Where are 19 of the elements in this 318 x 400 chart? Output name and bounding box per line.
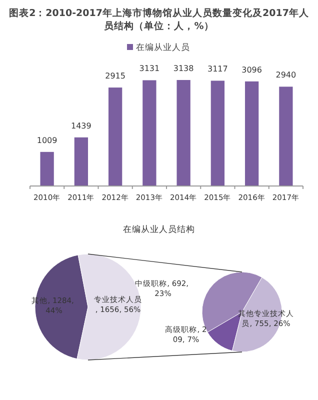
data-label: 3138 — [173, 64, 194, 73]
chart-title: 图表2：2010-2017年上海市博物馆从业人员数量变化及2017年人员结构（单位：人，%） — [9, 7, 310, 32]
bar — [279, 86, 293, 186]
bar — [142, 80, 156, 186]
data-label: 3117 — [208, 64, 228, 74]
data-label: 1009 — [36, 136, 58, 145]
data-label: 3131 — [139, 64, 160, 74]
bar — [210, 80, 225, 186]
bar — [176, 80, 190, 186]
text: 在编从业人员结构 — [123, 224, 195, 235]
bar — [108, 88, 122, 186]
data-label: 1439 — [71, 121, 92, 130]
data-label: 3096 — [242, 65, 262, 74]
bar — [40, 152, 54, 186]
bar — [74, 137, 88, 186]
data-label: 2915 — [105, 72, 126, 81]
legend-label: 在编从业人员 — [136, 42, 190, 53]
bar — [244, 81, 259, 186]
data-label: 2940 — [276, 70, 296, 80]
